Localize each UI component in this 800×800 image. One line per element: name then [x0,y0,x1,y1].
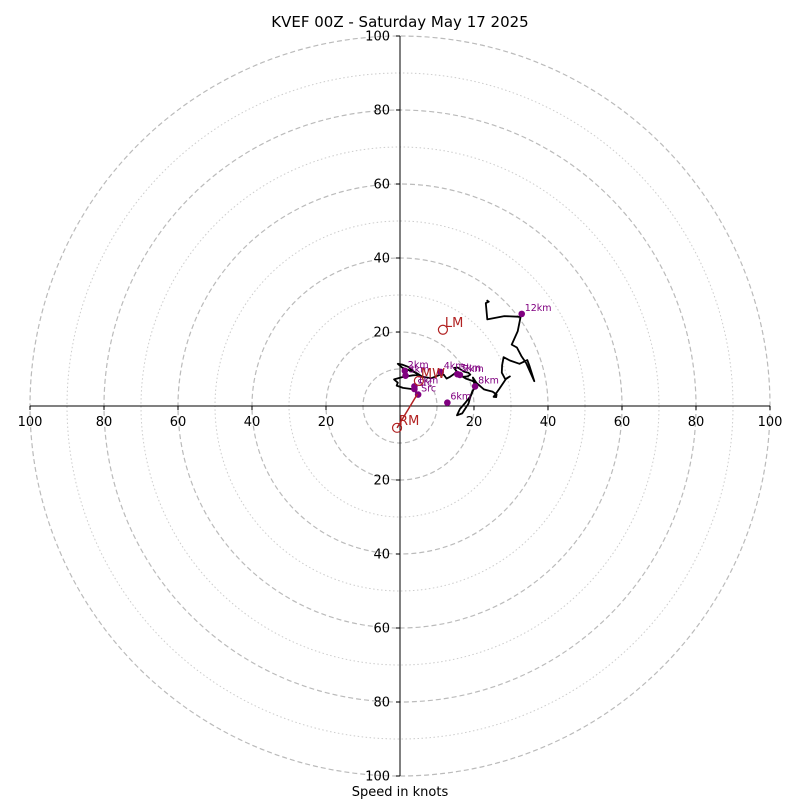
axes [30,36,770,776]
y-tick-label: 60 [373,622,390,637]
y-tick-label: 40 [373,548,390,563]
x-tick-label: 100 [758,415,783,430]
height-marker-8km [471,383,479,390]
height-label-6km: 6km [450,392,471,403]
x-tick-label: 80 [96,415,113,430]
vector-label-RM: RM [399,414,419,429]
y-tick-label: 100 [365,30,390,45]
x-tick-label: 80 [688,415,705,430]
x-axis-label: Speed in knots [352,785,449,800]
height-label-5km: 5km [460,363,481,374]
storm-motion-vectors: MW LM RM [391,316,463,433]
height-marker-6km [444,399,451,406]
vector-marker-LM [437,324,449,335]
vector-marker-MW [413,375,424,386]
y-tick-label: 40 [373,252,390,267]
x-tick-label: 20 [318,415,335,430]
height-label-Src: Src [417,378,432,389]
y-tick-label: 20 [373,326,390,341]
x-tick-label: 20 [466,415,483,430]
x-tick-label: 100 [18,415,43,430]
height-label-4km: 4km [444,361,465,372]
y-tick-label: 80 [373,696,390,711]
x-tick-label: 40 [244,415,261,430]
x-tick-label: 60 [170,415,187,430]
height-label-1km: 1km [417,375,438,386]
height-marker-3km [402,372,409,379]
height-label-Src: Src [421,384,436,395]
hodograph-trace [393,299,536,417]
y-tick-label: 80 [373,104,390,119]
height-marker-7km [456,371,464,379]
x-tick-label: 60 [614,415,631,430]
vector-label-LM: LM [445,316,463,331]
height-marker-Src [411,385,418,393]
vector-label-MW: MW [421,367,445,382]
y-tick-label: 60 [373,178,390,193]
x-tick-label: 40 [540,415,557,430]
height-marker-12km [518,310,526,318]
height-label-3km: 3km [409,365,430,376]
storm-motion-line [396,393,419,429]
tick-labels: 100 80 60 40 20 20 40 60 80 100 100 80 60 40 20 20 40 60 8… [18,30,783,785]
height-label-2km: 2km [408,360,429,371]
height-label-8km: 8km [478,375,499,386]
y-tick-label: 100 [365,770,390,785]
chart-title: KVEF 00Z - Saturday May 17 2025 [271,13,528,31]
height-label-12km: 12km [525,303,552,314]
y-tick-label: 20 [373,474,390,489]
height-marker-4km [437,368,445,376]
vector-marker-RM [391,422,403,433]
height-label-7km: 7km [463,364,484,375]
hodograph-trace-group [393,299,536,417]
